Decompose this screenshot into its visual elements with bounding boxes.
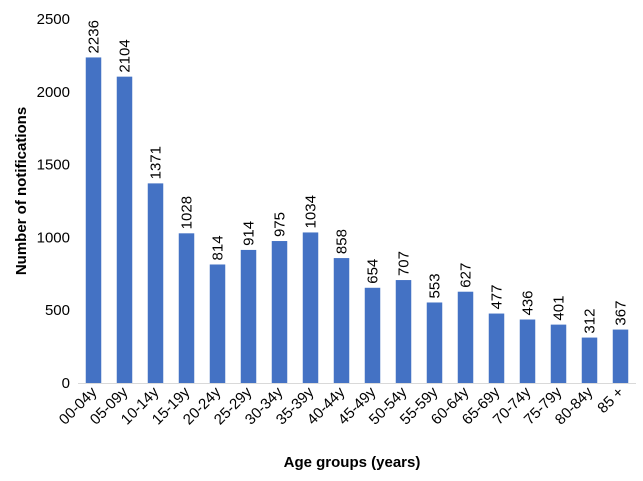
data-label: 367 [613, 301, 630, 326]
y-tick-label: 0 [62, 375, 70, 392]
bar [116, 76, 133, 384]
data-label: 914 [241, 221, 258, 246]
data-label: 401 [551, 296, 568, 321]
y-tick-label: 2500 [37, 11, 70, 28]
bar [612, 329, 629, 383]
bar [333, 258, 350, 383]
bar [488, 313, 505, 383]
bar [457, 291, 474, 383]
data-label: 707 [396, 251, 413, 276]
bar [271, 241, 288, 383]
bar [364, 287, 381, 383]
data-label: 1034 [303, 195, 320, 228]
data-label: 814 [210, 235, 227, 260]
data-label: 553 [427, 273, 444, 298]
bar [302, 232, 319, 383]
y-tick-label: 1000 [37, 229, 70, 246]
y-tick-label: 2000 [37, 84, 70, 101]
data-label: 654 [365, 259, 382, 284]
bar [240, 249, 257, 383]
bar [519, 319, 536, 383]
y-tick-label: 500 [45, 302, 70, 319]
bars [85, 57, 629, 384]
data-label: 627 [458, 263, 475, 288]
data-label: 312 [582, 309, 599, 334]
x-axis-title: Age groups (years) [284, 454, 421, 471]
bar [581, 337, 598, 383]
data-label: 477 [489, 285, 506, 310]
bar [85, 57, 102, 383]
data-label: 1028 [179, 196, 196, 229]
data-label: 436 [520, 290, 537, 315]
bar [147, 183, 164, 383]
x-tick-label: 85 + [594, 384, 627, 417]
bar [550, 324, 567, 383]
y-tick-label: 1500 [37, 157, 70, 174]
data-label: 2104 [117, 39, 134, 72]
bar [395, 280, 412, 383]
x-axis-category-labels: 00-04y05-09y10-14y15-19y20-24y25-29y30-3… [56, 383, 628, 428]
data-label: 858 [334, 229, 351, 254]
y-axis-ticks: 0 500 1000 1500 2000 2500 [37, 11, 70, 392]
data-label: 1371 [148, 146, 165, 179]
bar [178, 233, 195, 383]
bar [209, 264, 226, 383]
bar [426, 302, 443, 383]
data-label: 2236 [86, 20, 103, 53]
y-axis-title: Number of notifications [13, 107, 30, 275]
data-labels: 2236 2104 1371 1028 814 914 975 1034 858 654 707 55… [86, 20, 630, 334]
data-label: 975 [272, 212, 289, 237]
